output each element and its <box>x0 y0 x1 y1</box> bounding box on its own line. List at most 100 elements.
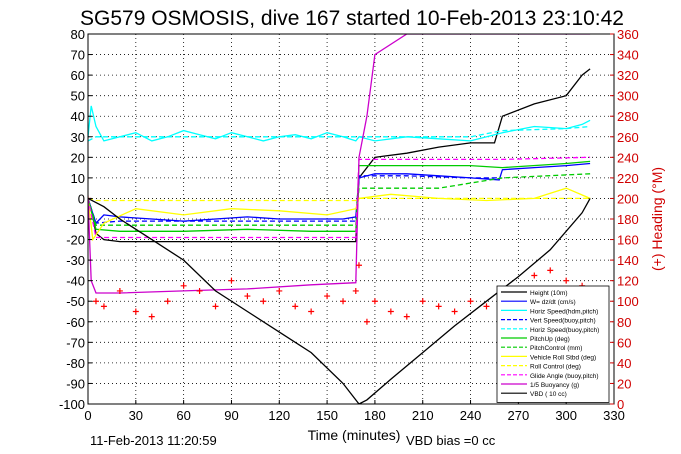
y2-tick-label: 0 <box>617 397 624 412</box>
y2-tick-label: 60 <box>617 335 631 350</box>
legend-entry: Vert Speed(buoy,pitch) <box>530 318 596 325</box>
series-pitchup-deg <box>88 160 591 232</box>
y2-tick-label: 200 <box>617 191 639 206</box>
heading-point <box>212 303 219 310</box>
y-tick-label: 20 <box>71 150 85 165</box>
x-tick-label: 240 <box>460 408 482 423</box>
y-tick-label: -80 <box>66 356 85 371</box>
heading-point <box>324 293 331 300</box>
x-tick-label: 300 <box>555 408 577 423</box>
heading-point <box>164 298 171 305</box>
series-height-10m <box>88 68 591 243</box>
heading-point <box>116 287 123 294</box>
y2-tick-label: 20 <box>617 376 631 391</box>
x-tick-label: 150 <box>316 408 338 423</box>
x-axis-label: Time (minutes) <box>308 427 401 443</box>
y-tick-label: 30 <box>71 130 85 145</box>
heading-point <box>355 262 362 269</box>
y2-tick-label: 360 <box>617 27 639 42</box>
y-tick-label: 0 <box>78 191 85 206</box>
heading-point <box>340 298 347 305</box>
legend-entry: PitchControl (mm) <box>530 345 582 352</box>
heading-point <box>363 318 370 325</box>
heading-point <box>451 308 458 315</box>
footer-vbd-bias: VBD bias =0 cc <box>406 433 496 448</box>
heading-point <box>387 308 394 315</box>
heading-point <box>180 282 187 289</box>
series-w-dz-dt-cm-s <box>88 162 591 225</box>
y-tick-label: 50 <box>71 89 85 104</box>
y-tick-label: -20 <box>66 233 85 248</box>
heading-point <box>292 303 299 310</box>
y2-tick-label: 100 <box>617 294 639 309</box>
legend-entry: 1/5 Buoyancy (g) <box>530 382 579 389</box>
series-horiz-speed-buoy-pitch <box>88 125 591 142</box>
y-tick-label: -90 <box>66 376 85 391</box>
y2-tick-label: 260 <box>617 130 639 145</box>
heading-point <box>563 277 570 284</box>
footer-timestamp: 11-Feb-2013 11:20:59 <box>90 433 217 448</box>
heading-point <box>371 298 378 305</box>
x-tick-label: 180 <box>364 408 386 423</box>
series-vbd-10-cc <box>88 197 591 404</box>
y2-axis-label: (+) Heading (°M) <box>649 167 665 271</box>
heading-point <box>483 303 490 310</box>
legend-entry: VBD ( 10 cc) <box>530 391 567 398</box>
x-tick-label: 120 <box>268 408 290 423</box>
legend-box <box>496 285 610 403</box>
legend-entry: PitchUp (deg) <box>530 336 570 343</box>
heading-point <box>196 287 203 294</box>
x-tick-label: 270 <box>508 408 530 423</box>
y2-tick-label: 80 <box>617 315 631 330</box>
y-tick-label: 10 <box>71 171 85 186</box>
y2-tick-label: 180 <box>617 212 639 227</box>
heading-point <box>403 313 410 320</box>
heading-point <box>244 293 251 300</box>
series-roll-control-deg <box>88 197 591 202</box>
x-tick-label: 60 <box>176 408 190 423</box>
legend-entry: Vehicle Roll Stbd (deg) <box>530 354 596 361</box>
heading-point <box>467 298 474 305</box>
series-layer <box>88 34 594 404</box>
heading-point <box>308 308 315 315</box>
heading-point <box>260 298 267 305</box>
y2-tick-label: 320 <box>617 68 639 83</box>
chart-title: SG579 OSMOSIS, dive 167 started 10-Feb-2… <box>80 7 624 30</box>
y-tick-label: 60 <box>71 68 85 83</box>
y-tick-label: 70 <box>71 48 85 63</box>
heading-point <box>100 303 107 310</box>
legend-entry: Horiz Speed(hdm,pitch) <box>530 308 598 315</box>
heading-point <box>92 298 99 305</box>
y-tick-label: -70 <box>66 335 85 350</box>
y-tick-label: 80 <box>71 27 85 42</box>
series-group <box>88 34 594 404</box>
x-ticks: 0 30 60 90 120 150 180 210 240 270 300 330 <box>84 400 625 423</box>
series-1-5-buoyancy-g <box>88 34 591 294</box>
heading-point <box>547 267 554 274</box>
heading-point <box>435 303 442 310</box>
x-tick-label: 0 <box>84 408 91 423</box>
y2-tick-label: 160 <box>617 233 639 248</box>
legend-entry: W= dz/dt (cm/s) <box>530 299 576 306</box>
y2-tick-label: 220 <box>617 171 639 186</box>
x-tick-label: 90 <box>224 408 238 423</box>
series-glide-angle-buoy-pitch <box>88 156 591 239</box>
y2-ticks: 3603403203002802602402202001801601401201… <box>610 27 639 412</box>
series-horiz-speed-hdm-pitch <box>88 105 591 142</box>
heading-point <box>228 277 235 284</box>
y-tick-label: 40 <box>71 109 85 124</box>
heading-point <box>419 298 426 305</box>
y2-tick-label: 120 <box>617 274 639 289</box>
heading-point <box>531 272 538 279</box>
y2-tick-label: 240 <box>617 150 639 165</box>
series-vert-speed-buoy-pitch <box>88 175 500 224</box>
y2-tick-label: 300 <box>617 89 639 104</box>
legend-entry: Roll Control (deg) <box>530 364 581 371</box>
x-tick-label: 30 <box>129 408 143 423</box>
y-tick-label: -40 <box>66 274 85 289</box>
y-tick-label: -100 <box>59 397 85 412</box>
y-tick-label: -30 <box>66 253 85 268</box>
y2-tick-label: 140 <box>617 253 639 268</box>
y2-tick-label: 280 <box>617 109 639 124</box>
